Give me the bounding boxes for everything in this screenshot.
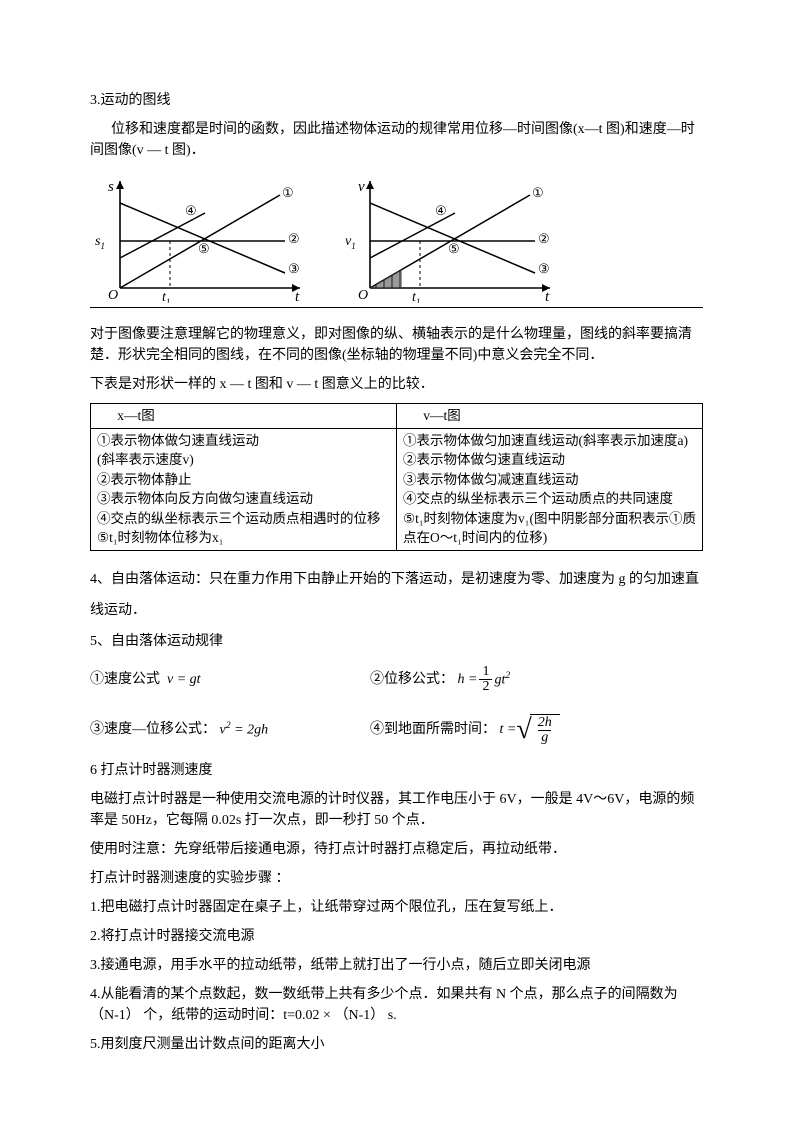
section6-line: 2.将打点计时器接交流电源	[90, 926, 703, 947]
table-line: (斜率表示速度v)	[97, 450, 390, 470]
table-line: ④交点的纵坐标表示三个运动质点的共同速度	[403, 489, 696, 509]
graph-left-xlabel: t	[295, 289, 300, 303]
pretable-p1: 对于图像要注意理解它的物理意义，即对图像的纵、横轴表示的是什么物理量，图线的斜率…	[90, 324, 703, 366]
graph-right-lbl5: ⑤	[448, 241, 460, 256]
table-header-left: x—t图	[91, 404, 397, 429]
table-cell-right: ①表示物体做匀加速直线运动(斜率表示加速度a) ②表示物体做匀速直线运动 ③表示…	[397, 428, 703, 550]
formula4-sqrt: √ 2h g	[516, 714, 559, 746]
table-row: ①表示物体做匀速直线运动 (斜率表示速度v) ②表示物体静止 ③表示物体向反方向…	[91, 428, 703, 550]
table-cell-left: ①表示物体做匀速直线运动 (斜率表示速度v) ②表示物体静止 ③表示物体向反方向…	[91, 428, 397, 550]
formula3-expr: v2 = 2gh	[220, 719, 269, 741]
formula4-den: g	[538, 730, 551, 745]
table-line: ③表示物体向反方向做匀速直线运动	[97, 489, 390, 509]
graph-right-lbl3: ③	[538, 261, 550, 276]
pretable-p2: 下表是对形状一样的 x — t 图和 v — t 图意义上的比较．	[90, 374, 703, 395]
table-row: x—t图 v—t图	[91, 404, 703, 429]
section3-intro: 位移和速度都是时间的函数，因此描述物体运动的规律常用位移—时间图像(x—t 图)…	[90, 119, 703, 161]
graph-right-origin: O	[358, 288, 368, 303]
formula2-frac: 1 2	[479, 665, 492, 694]
graph-right-svg: v t O v1 t1 ① ② ③ ④ ⑤	[340, 173, 560, 303]
formula1-expr: v = gt	[167, 669, 201, 690]
graph-right-ymark: v1	[345, 234, 356, 251]
section4-text: 4、自由落体运动：只在重力作用下由静止开始的下落运动，是初速度为零、加速度为 g…	[90, 565, 703, 627]
graph-left-origin: O	[108, 288, 118, 303]
section6-line: 打点计时器测速度的实验步骤 ：	[90, 868, 703, 889]
table-line: ②表示物体静止	[97, 470, 390, 490]
graph-left-lbl5: ⑤	[198, 241, 210, 256]
table-header-right: v—t图	[397, 404, 703, 429]
graph-right-xlabel: t	[545, 289, 550, 303]
graph-right-lbl1: ①	[532, 185, 544, 200]
formula2-lhs: h =	[458, 669, 478, 690]
graph-right-xmark: t1	[412, 290, 420, 303]
graph-left: s t O s1 t1 ① ② ③ ④ ⑤	[90, 173, 310, 303]
formula3-label: ③速度—位移公式：	[90, 719, 216, 740]
graph-left-svg: s t O s1 t1 ① ② ③ ④ ⑤	[90, 173, 310, 303]
section6-line: 1.把电磁打点计时器固定在桌子上，让纸带穿过两个限位孔，压在复写纸上．	[90, 897, 703, 918]
table-line: ①表示物体做匀速直线运动	[97, 431, 390, 451]
formula2-den: 2	[479, 679, 492, 694]
graph-left-lbl3: ③	[288, 261, 300, 276]
section6-line: 电磁打点计时器是一种使用交流电源的计时仪器，其工作电压小于 6V，一般是 4V～…	[90, 789, 703, 831]
table-line: ③表示物体做匀减速直线运动	[403, 470, 696, 490]
formula2-tail: gt2	[494, 669, 510, 691]
section6-title: 6 打点计时器测速度	[90, 760, 703, 781]
comparison-table: x—t图 v—t图 ①表示物体做匀速直线运动 (斜率表示速度v) ②表示物体静止…	[90, 403, 703, 551]
formula-row-2: ③速度—位移公式： v2 = 2gh ④到地面所需时间： t = √ 2h g	[90, 710, 703, 750]
graphs-container: s t O s1 t1 ① ② ③ ④ ⑤	[90, 173, 703, 308]
formula2-num: 1	[479, 665, 492, 679]
graph-left-xmark: t1	[162, 290, 170, 303]
table-line: ①表示物体做匀加速直线运动(斜率表示加速度a)	[403, 431, 696, 451]
graph-left-lbl4: ④	[185, 203, 197, 218]
formula2-label: ②位移公式：	[370, 669, 454, 690]
table-line: ②表示物体做匀速直线运动	[403, 450, 696, 470]
graph-left-ymark: s1	[95, 234, 105, 251]
table-line: ⑤t₁时刻物体速度为v₁(图中阴影部分面积表示①质点在O～t₁时间内的位移)	[403, 509, 696, 548]
table-line: ⑤t₁时刻物体位移为x₁	[97, 528, 390, 548]
table-line: ④交点的纵坐标表示三个运动质点相遇时的位移	[97, 509, 390, 529]
formula4-num: 2h	[535, 716, 555, 730]
section6-line: 4.从能看清的某个点数起，数一数纸带上共有多少个点．如果共有 N 个点，那么点子…	[90, 984, 703, 1026]
formula-row-1: ①速度公式 v = gt ②位移公式： h = 1 2 gt2	[90, 660, 703, 700]
formula4-label: ④到地面所需时间：	[370, 719, 496, 740]
graph-right-lbl2: ②	[538, 231, 550, 246]
section5-title: 5、自由落体运动规律	[90, 631, 703, 652]
graph-right-ylabel: v	[358, 179, 365, 195]
graph-left-lbl1: ①	[282, 185, 294, 200]
section6-line: 3.接通电源，用手水平的拉动纸带，纸带上就打出了一行小点，随后立即关闭电源	[90, 955, 703, 976]
formula4-lhs: t =	[500, 719, 517, 740]
section3-title: 3.运动的图线	[90, 90, 703, 111]
section6-line: 5.用刻度尺测量出计数点间的距离大小	[90, 1034, 703, 1055]
section6-line: 使用时注意：先穿纸带后接通电源，待打点计时器打点稳定后，再拉动纸带．	[90, 839, 703, 860]
graph-right: v t O v1 t1 ① ② ③ ④ ⑤	[340, 173, 560, 303]
graph-left-ylabel: s	[108, 179, 114, 195]
graph-right-lbl4: ④	[435, 203, 447, 218]
graph-left-lbl2: ②	[288, 231, 300, 246]
formula1-label: ①速度公式	[90, 669, 160, 690]
